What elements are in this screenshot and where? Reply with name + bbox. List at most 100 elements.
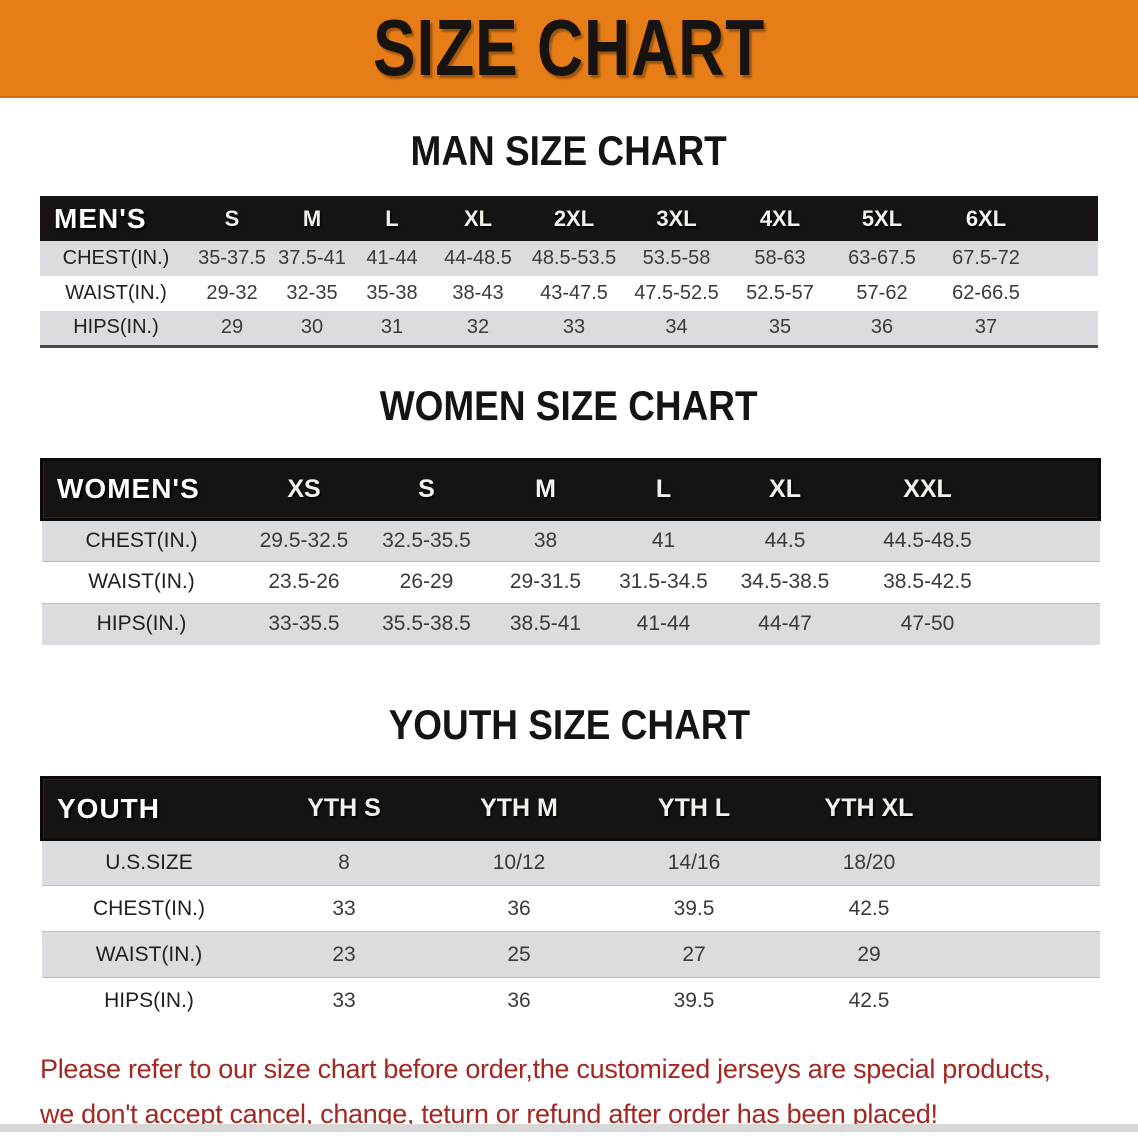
size-chart-banner: SIZE CHART <box>0 0 1138 98</box>
size-value-cell: 33-35.5 <box>268 612 340 636</box>
size-value-cell: 30 <box>300 316 324 339</box>
size-value-cell: 48.5-53.5 <box>531 247 617 269</box>
youth-corner-label: YOUTH <box>57 792 160 824</box>
size-column-header: S <box>418 474 435 503</box>
filler-cell <box>957 932 1100 978</box>
size-column-header: XL <box>463 205 493 231</box>
filler-cell <box>1039 311 1098 346</box>
table-row: WAIST(IN.) 29-32 32-35 35-38 38-43 43-47… <box>40 276 1098 311</box>
size-value-cell: 47-50 <box>900 612 955 636</box>
filler-cell <box>957 778 1100 840</box>
size-column-header: XXL <box>903 474 952 503</box>
youth-size-table: YOUTH YTH S YTH M YTH L YTH XL U.S.SIZE … <box>40 776 1101 1024</box>
size-value-cell: 29 <box>857 942 881 966</box>
row-label: CHEST(IN.) <box>93 896 205 920</box>
size-value-cell: 62-66.5 <box>952 282 1020 304</box>
filler-cell <box>1039 241 1098 276</box>
size-value-cell: 58-63 <box>754 247 806 269</box>
size-column-header: M <box>302 205 322 231</box>
filler-cell <box>957 886 1100 932</box>
size-value-cell: 31 <box>380 316 404 339</box>
filler-cell <box>1008 603 1100 645</box>
size-value-cell: 41-44 <box>636 612 691 636</box>
size-value-cell: 42.5 <box>848 896 890 920</box>
size-column-header: 2XL <box>553 205 595 231</box>
size-column-header: 4XL <box>759 205 801 231</box>
men-header-row: MEN'S S M L XL 2XL 3XL 4XL 5XL 6XL <box>40 196 1098 241</box>
size-value-cell: 44.5 <box>764 528 806 552</box>
youth-section-heading: YOUTH SIZE CHART <box>0 700 1138 750</box>
size-value-cell: 29-32 <box>206 282 258 304</box>
size-value-cell: 32-35 <box>286 282 338 304</box>
size-value-cell: 35-38 <box>366 282 418 304</box>
size-value-cell: 23.5-26 <box>268 570 340 593</box>
size-column-header: XS <box>287 474 321 503</box>
men-section-heading-text: MAN SIZE CHART <box>410 127 728 174</box>
size-value-cell: 43-47.5 <box>540 282 608 304</box>
size-value-cell: 57-62 <box>856 282 908 304</box>
size-value-cell: 36 <box>870 316 894 339</box>
size-value-cell: 44-48.5 <box>444 247 512 269</box>
size-column-header: YTH M <box>480 794 558 822</box>
size-column-header: 3XL <box>656 205 697 231</box>
row-label: HIPS(IN.) <box>104 988 194 1012</box>
size-value-cell: 44.5-48.5 <box>883 528 972 552</box>
size-value-cell: 41-44 <box>366 247 418 269</box>
size-value-cell: 53.5-58 <box>642 247 711 269</box>
women-section-heading: WOMEN SIZE CHART <box>0 381 1138 431</box>
filler-cell <box>1008 519 1100 561</box>
size-value-cell: 36 <box>507 896 531 920</box>
disclaimer-line-2: we don't accept cancel, change, teturn o… <box>40 1098 938 1129</box>
table-row: U.S.SIZE 8 10/12 14/16 18/20 <box>41 839 1100 886</box>
table-row: CHEST(IN.) 33 36 39.5 42.5 <box>41 885 1100 932</box>
men-corner-label: MEN'S <box>54 202 147 234</box>
size-value-cell: 39.5 <box>673 896 715 920</box>
size-value-cell: 36 <box>507 988 531 1012</box>
women-corner-label: WOMEN'S <box>57 473 200 504</box>
filler-cell <box>957 978 1100 1024</box>
size-value-cell: 41 <box>651 528 676 552</box>
size-value-cell: 25 <box>507 942 531 966</box>
size-value-cell: 23 <box>332 942 356 966</box>
size-column-header: XL <box>769 474 801 503</box>
size-column-header: S <box>224 205 240 231</box>
size-value-cell: 38.5-42.5 <box>883 570 972 593</box>
size-value-cell: 52.5-57 <box>746 282 814 304</box>
size-value-cell: 32 <box>466 316 490 339</box>
size-value-cell: 14/16 <box>667 851 721 874</box>
size-column-header: L <box>655 474 672 503</box>
size-value-cell: 38 <box>533 528 558 552</box>
size-value-cell: 63-67.5 <box>848 247 916 269</box>
table-row: WAIST(IN.) 23.5-26 26-29 29-31.5 31.5-34… <box>41 561 1100 603</box>
filler-cell <box>1008 459 1100 519</box>
size-value-cell: 18/20 <box>842 851 896 874</box>
size-column-header: M <box>535 474 556 503</box>
size-value-cell: 26-29 <box>399 570 454 593</box>
table-row: HIPS(IN.) 33-35.5 35.5-38.5 38.5-41 41-4… <box>41 603 1100 645</box>
size-value-cell: 33 <box>332 988 356 1012</box>
size-value-cell: 33 <box>562 316 586 339</box>
filler-cell <box>1008 561 1100 603</box>
size-value-cell: 35.5-38.5 <box>382 612 471 636</box>
size-value-cell: 32.5-35.5 <box>382 528 471 552</box>
size-value-cell: 34.5-38.5 <box>740 570 830 593</box>
size-column-header: L <box>385 205 399 231</box>
size-value-cell: 39.5 <box>673 988 715 1012</box>
size-column-header: YTH S <box>307 794 381 822</box>
size-column-header: YTH XL <box>824 794 914 822</box>
size-value-cell: 10/12 <box>492 851 546 874</box>
men-size-table: MEN'S S M L XL 2XL 3XL 4XL 5XL 6XL CHEST… <box>40 196 1098 348</box>
row-label: WAIST(IN.) <box>88 570 195 593</box>
size-value-cell: 67.5-72 <box>952 247 1020 269</box>
bottom-divider <box>0 1124 1138 1132</box>
filler-cell <box>1039 276 1098 311</box>
men-section-heading: MAN SIZE CHART <box>0 126 1138 176</box>
size-value-cell: 42.5 <box>848 988 890 1012</box>
banner-title: SIZE CHART <box>373 3 765 92</box>
women-size-table: WOMEN'S XS S M L XL XXL CHEST(IN.) 29.5-… <box>40 458 1101 645</box>
table-row: WAIST(IN.) 23 25 27 29 <box>41 931 1100 978</box>
filler-cell <box>1039 196 1098 241</box>
women-section-heading-text: WOMEN SIZE CHART <box>380 381 758 429</box>
table-row: HIPS(IN.) 29 30 31 32 33 34 35 36 37 <box>40 311 1098 346</box>
size-value-cell: 27 <box>682 942 706 966</box>
